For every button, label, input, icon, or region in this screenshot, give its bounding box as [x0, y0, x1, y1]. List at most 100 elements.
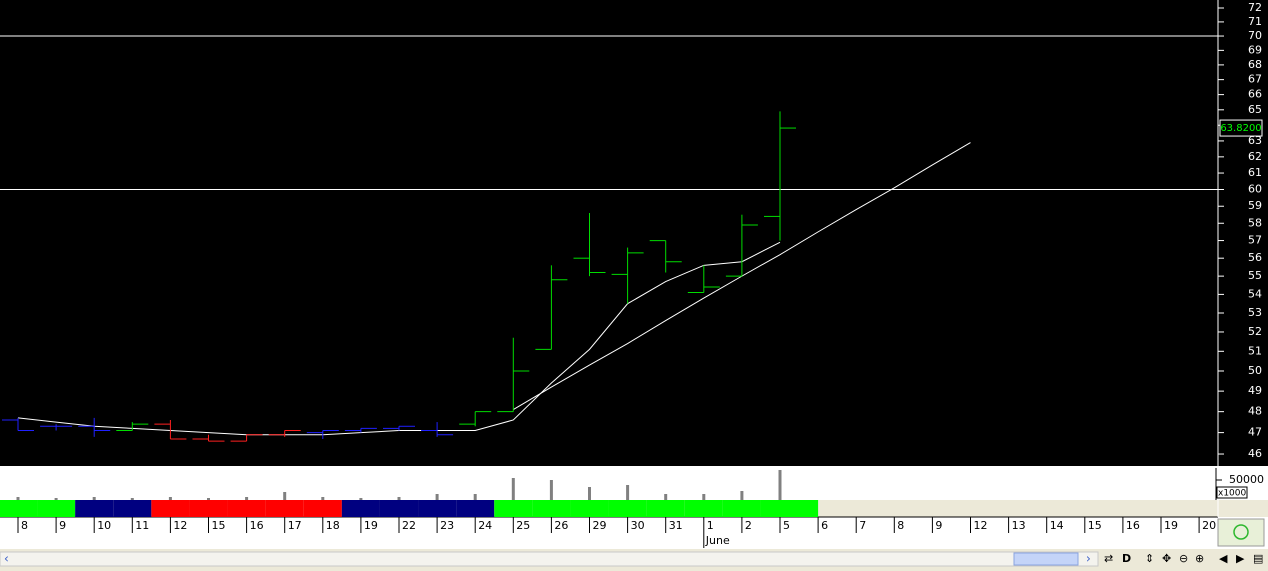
- color-band: [570, 500, 609, 517]
- x-tick-label: 18: [326, 519, 340, 532]
- y-tick-label: 60: [1248, 183, 1262, 196]
- x-tick-label: 8: [897, 519, 904, 532]
- color-band: [341, 500, 380, 517]
- volume-tick-label: 50000: [1229, 473, 1264, 486]
- volume-bar: [283, 492, 287, 500]
- color-band: [151, 500, 190, 517]
- volume-bar: [245, 497, 249, 500]
- x-tick-label: 12: [173, 519, 187, 532]
- y-tick-label: 63: [1248, 134, 1262, 147]
- y-tick-label: 72: [1248, 1, 1262, 14]
- x-tick-label: 6: [821, 519, 828, 532]
- x-tick-label: 2: [745, 519, 752, 532]
- x-tick-label: 15: [212, 519, 226, 532]
- last-price-box: [1219, 119, 1263, 137]
- volume-bar: [16, 497, 20, 500]
- color-band: [37, 500, 76, 517]
- x-tick-label: 22: [402, 519, 416, 532]
- toolbar-icon[interactable]: ▶: [1236, 552, 1245, 565]
- scroll-right[interactable]: ›: [1086, 552, 1091, 566]
- x-tick-label: 11: [135, 519, 149, 532]
- color-band: [265, 500, 304, 517]
- toolbar-icon[interactable]: ▤: [1253, 552, 1263, 565]
- toolbar-icon[interactable]: ⊖: [1179, 552, 1188, 565]
- y-tick-label: 53: [1248, 306, 1262, 319]
- last-price-label: 63.8200: [1220, 123, 1261, 134]
- smiley-button[interactable]: [1217, 518, 1265, 547]
- volume-pane: [0, 468, 1268, 500]
- x-tick-label: 19: [364, 519, 378, 532]
- pane-separator: [0, 466, 1268, 468]
- color-band: [646, 500, 685, 517]
- y-tick-label: 61: [1248, 166, 1262, 179]
- multiplier-box: [1216, 486, 1248, 499]
- y-tick-label: 55: [1248, 269, 1262, 282]
- x-tick-label: 14: [1050, 519, 1064, 532]
- x-tick-label: 29: [593, 519, 607, 532]
- color-band: [418, 500, 457, 517]
- volume-bar: [207, 498, 210, 500]
- x-tick-label: 7: [859, 519, 866, 532]
- x-tick-label: 13: [1012, 519, 1026, 532]
- y-tick-label: 54: [1248, 287, 1262, 300]
- x-tick-label: 9: [59, 519, 66, 532]
- volume-bar: [168, 497, 172, 500]
- x-tick-label: 19: [1164, 519, 1178, 532]
- x-tick-label: 16: [250, 519, 264, 532]
- color-band: [532, 500, 571, 517]
- x-tick-label: 20: [1202, 519, 1216, 532]
- y-tick-label: 71: [1248, 15, 1262, 28]
- color-band: [303, 500, 342, 517]
- x-tick-label: 17: [288, 519, 302, 532]
- volume-bar: [702, 494, 706, 500]
- y-tick-label: 52: [1248, 325, 1262, 338]
- volume-bar: [130, 498, 134, 500]
- y-tick-label: 50: [1248, 364, 1262, 377]
- volume-bar: [92, 497, 96, 500]
- volume-bar: [778, 470, 782, 500]
- toolbar-icon[interactable]: ⇕: [1145, 552, 1154, 565]
- toolbar-icon[interactable]: D: [1122, 552, 1131, 565]
- volume-bar: [473, 494, 477, 500]
- color-band: [608, 500, 647, 517]
- volume-bar: [664, 494, 668, 500]
- volume-bar: [321, 497, 325, 500]
- month-label: June: [705, 534, 730, 547]
- toolbar-icon[interactable]: ✥: [1162, 552, 1171, 565]
- x-tick-label: 5: [783, 519, 790, 532]
- scroll-thumb[interactable]: [1013, 552, 1079, 566]
- y-tick-label: 57: [1248, 234, 1262, 247]
- date-axis: [0, 517, 1268, 549]
- x-tick-label: 9: [935, 519, 942, 532]
- color-band: [684, 500, 723, 517]
- scroll-left[interactable]: ‹: [4, 552, 9, 566]
- y-tick-label: 62: [1248, 150, 1262, 163]
- y-tick-label: 56: [1248, 251, 1262, 264]
- color-band: [722, 500, 761, 517]
- x-tick-label: 10: [97, 519, 111, 532]
- y-tick-label: 67: [1248, 73, 1262, 86]
- x-tick-label: 8: [21, 519, 28, 532]
- toolbar-icon[interactable]: ⊕: [1195, 552, 1204, 565]
- y-tick-label: 59: [1248, 199, 1262, 212]
- y-tick-label: 48: [1248, 405, 1262, 418]
- smiley-icon: [1233, 524, 1249, 540]
- x-tick-label: 25: [516, 519, 530, 532]
- volume-bar: [397, 497, 401, 500]
- scrollbar[interactable]: [0, 551, 1099, 567]
- x-tick-label: 16: [1126, 519, 1140, 532]
- x-tick-label: 12: [974, 519, 988, 532]
- color-band: [189, 500, 228, 517]
- y-tick-label: 66: [1248, 88, 1262, 101]
- y-tick-label: 70: [1248, 29, 1262, 42]
- x-tick-label: 23: [440, 519, 454, 532]
- volume-bar: [54, 498, 58, 500]
- volume-bar: [435, 494, 439, 500]
- volume-bar: [549, 480, 553, 500]
- x-tick-label: 26: [554, 519, 568, 532]
- toolbar-icon[interactable]: ◀: [1219, 552, 1228, 565]
- x-tick-label: 30: [631, 519, 645, 532]
- toolbar-icon[interactable]: ⇄: [1104, 552, 1113, 565]
- x-tick-label: 1: [707, 519, 714, 532]
